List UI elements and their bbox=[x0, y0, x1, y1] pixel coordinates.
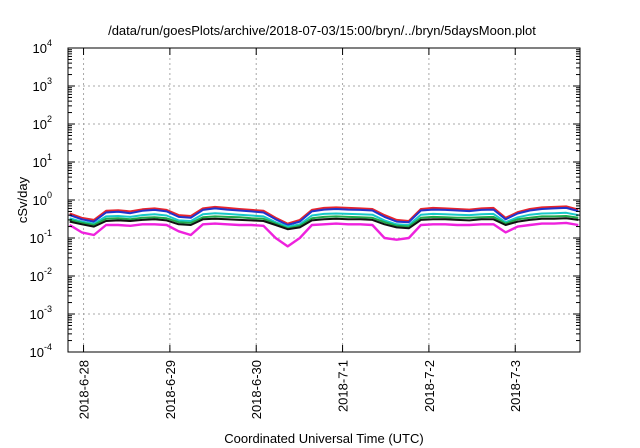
y-tick-labels: 10-4 10-3 10-2 10-1 100 101 102 103 104 bbox=[30, 38, 52, 360]
series-line bbox=[69, 205, 579, 225]
series-line bbox=[69, 217, 579, 231]
x-tick-labels: 2018-6-28 2018-6-29 2018-6-30 2018-7-1 2018-… bbox=[77, 360, 524, 419]
y-tick-label: 103 bbox=[33, 76, 52, 94]
series-line bbox=[69, 215, 579, 230]
x-tick-label: 2018-7-3 bbox=[508, 360, 523, 412]
grid bbox=[68, 48, 580, 352]
series-line bbox=[69, 206, 579, 226]
y-axis-label: cSv/day bbox=[15, 176, 30, 223]
x-tick-label: 2018-6-28 bbox=[77, 360, 92, 419]
series-line bbox=[69, 211, 579, 228]
ticks bbox=[68, 47, 580, 353]
y-tick-label: 10-4 bbox=[30, 342, 52, 360]
y-tick-label: 10-2 bbox=[30, 266, 52, 284]
x-axis-label: Coordinated Universal Time (UTC) bbox=[224, 431, 423, 446]
y-tick-label: 104 bbox=[33, 38, 52, 56]
y-tick-label: 101 bbox=[33, 152, 52, 170]
x-tick-label: 2018-6-29 bbox=[163, 360, 178, 419]
series-group bbox=[69, 205, 579, 248]
chart-title: /data/run/goesPlots/archive/2018-07-03/1… bbox=[108, 23, 536, 38]
y-tick-label: 102 bbox=[33, 114, 52, 132]
x-tick-label: 2018-6-30 bbox=[249, 360, 264, 419]
y-tick-label: 10-3 bbox=[30, 304, 52, 322]
y-tick-label: 10-1 bbox=[30, 228, 52, 246]
y-tick-label: 100 bbox=[33, 190, 52, 208]
x-tick-label: 2018-7-2 bbox=[422, 360, 437, 412]
x-tick-label: 2018-7-1 bbox=[336, 360, 351, 412]
series-line bbox=[69, 221, 579, 248]
